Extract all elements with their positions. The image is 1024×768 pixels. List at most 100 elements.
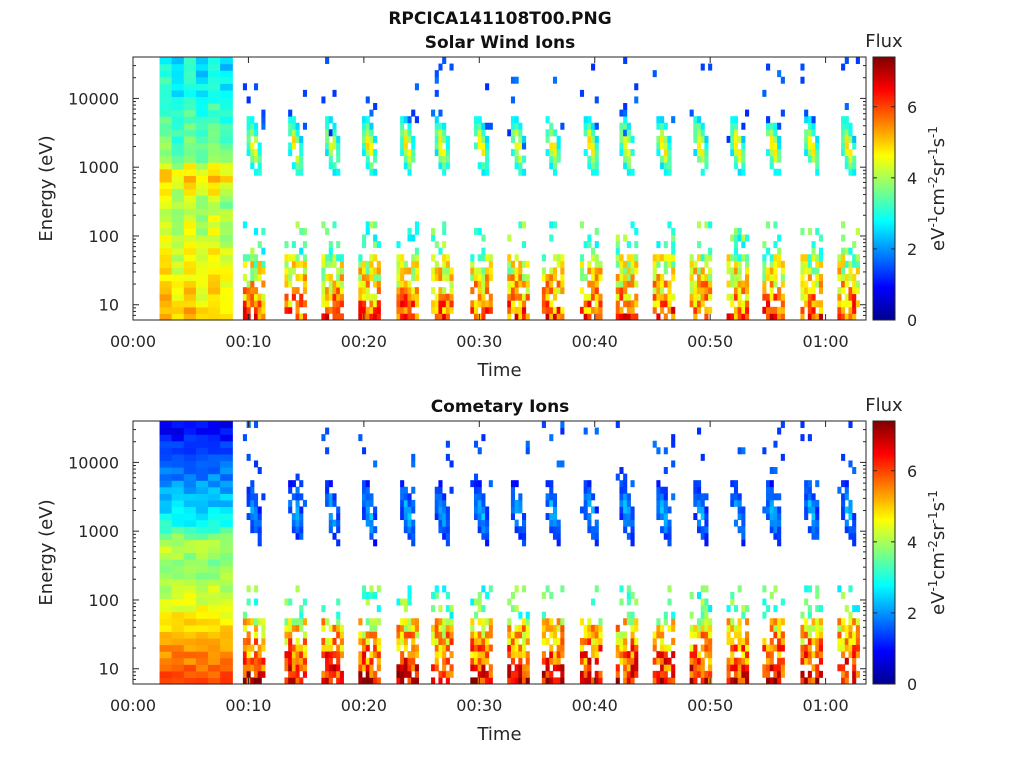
spectrogram-cell [626,162,631,170]
spectrogram-cell [807,631,812,639]
spectrogram-cell [552,149,558,157]
spectrogram-cell [619,122,624,130]
spectrogram-cell [700,670,705,678]
spectrogram-cell [171,208,185,216]
spectrogram-cell [663,135,668,143]
spectrogram-cell [549,129,554,137]
spectrogram-cell [780,637,785,645]
spectrogram-cell [663,651,668,659]
spectrogram-cell [481,168,486,176]
spectrogram-cell [848,513,853,521]
spectrogram-cell [208,195,221,203]
spectrogram-cell [485,618,490,626]
spectrogram-cell [514,519,519,527]
spectrogram-cell [321,624,326,632]
spectrogram-cell [376,677,381,685]
spectrogram-cell [780,670,785,678]
spectrogram-cell [708,267,713,275]
spectrogram-cell [800,421,805,428]
spectrogram-cell [288,670,293,678]
spectrogram-cell [159,221,173,229]
spectrogram-cell [737,280,742,288]
spectrogram-cell [449,611,454,619]
spectrogram-cell [552,532,558,540]
cometary-ions-panel: Cometary Ions 00:00 00:10 00:20 00:30 00:40 0… [36,395,949,745]
spectrogram-cell [804,254,809,262]
spectrogram-cell [689,591,694,599]
spectrogram-cell [510,513,516,521]
spectrogram-cell [507,234,512,242]
spectrogram-cell [470,480,475,488]
spectrogram-cell [183,618,197,626]
spectrogram-cell [583,122,588,130]
spectrogram-cell [400,273,405,281]
spectrogram-cell [700,585,705,593]
spectrogram-cell [837,273,842,281]
solar-wind-ions-panel: Solar Wind Ions 00:00 00:10 00:20 00:30 00:4… [36,31,949,381]
spectrogram-cell [766,149,771,157]
spectrogram-cell [700,624,705,632]
spectrogram-cell [800,434,805,442]
spectrogram-cell [220,287,233,295]
spectrogram-cell [594,624,599,632]
colorbar-tick-label: 0 [907,311,917,330]
spectrogram-cell [396,313,401,321]
spectrogram-cell [815,149,820,157]
spectrogram-cell [780,280,785,288]
spectrogram-cell [693,486,698,494]
spectrogram-cell [299,168,304,176]
spectrogram-cell [220,657,233,665]
spectrogram-cell [159,618,173,626]
spectrogram-cell [485,532,490,540]
spectrogram-cell [407,651,412,659]
spectrogram-cell [485,651,490,659]
spectrogram-cell [250,499,255,507]
spectrogram-cell [737,287,742,295]
spectrogram-cell [291,135,296,143]
spectrogram-cell [626,506,631,514]
spectrogram-cell [220,578,233,586]
spectrogram-cell [159,651,173,659]
spectrogram-cell [438,499,443,507]
spectrogram-cell [733,664,739,672]
spectrogram-cell [591,155,596,163]
spectrogram-cell [400,506,405,514]
spectrogram-cell [288,624,293,632]
spectrogram-cell [848,135,853,143]
spectrogram-cell [438,513,443,521]
spectrogram-cell [246,664,251,672]
spectrogram-cell [630,273,635,281]
spectrogram-cell [171,122,185,130]
spectrogram-cell [295,624,300,632]
spectrogram-cell [250,480,255,488]
spectrogram-cell [510,506,516,514]
spectrogram-cell [700,598,705,606]
spectrogram-cell [473,611,479,619]
spectrogram-cell [800,644,805,652]
spectrogram-cell [438,651,443,659]
spectrogram-cell [700,267,705,275]
spectrogram-cell [518,651,523,659]
spectrogram-cell [339,280,344,288]
spectrogram-cell [514,280,519,288]
spectrogram-cell [545,585,550,593]
spectrogram-cell [481,122,486,130]
spectrogram-cell [485,254,490,262]
spectrogram-cell [855,670,860,678]
spectrogram-cell [773,267,778,275]
spectrogram-cell [246,598,251,606]
spectrogram-cell [195,70,209,78]
spectrogram-cell [183,214,197,222]
spectrogram-cell [549,234,554,242]
spectrogram-cell [407,493,412,501]
spectrogram-cell [403,135,408,143]
spectrogram-cell [579,618,585,626]
spectrogram-cell [208,611,221,619]
spectrogram-cell [762,280,767,288]
spectrogram-cell [470,598,475,606]
spectrogram-cell [766,506,771,514]
spectrogram-cell [815,605,820,613]
spectrogram-cell [220,605,233,613]
spectrogram-cell [195,572,209,580]
panel-title: Cometary Ions [431,397,570,417]
